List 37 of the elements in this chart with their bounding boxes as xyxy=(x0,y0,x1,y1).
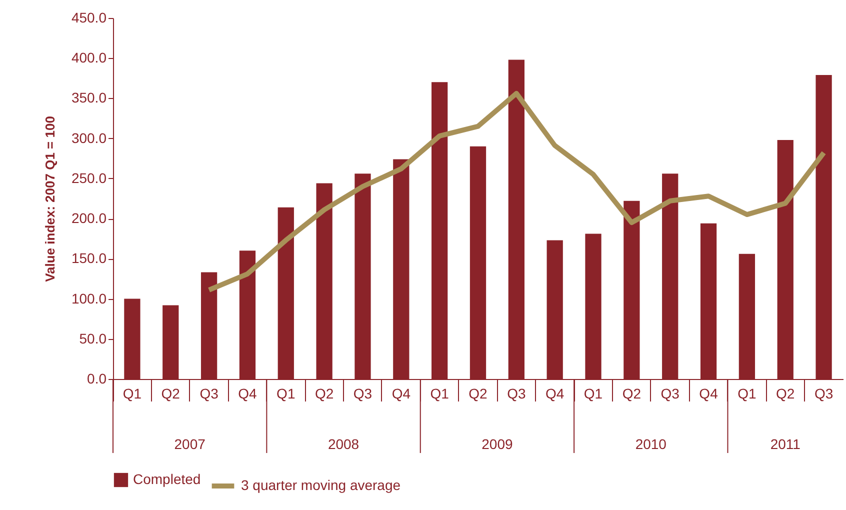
x-tick-label: Q3 xyxy=(353,386,372,402)
y-tick-label: 200.0 xyxy=(71,210,107,226)
x-tick-label: Q4 xyxy=(238,386,258,402)
x-tick-label: Q2 xyxy=(468,386,488,402)
y-axis-title: Value index: 2007 Q1 = 100 xyxy=(42,116,58,282)
text: 2011 xyxy=(770,436,801,452)
y-tick-label: 150.0 xyxy=(71,250,107,266)
y-tick-label: 250.0 xyxy=(71,170,107,186)
x-tick-label: Q4 xyxy=(699,386,718,402)
x-tick-label: Q1 xyxy=(276,386,296,402)
y-tick-label: 400.0 xyxy=(71,50,107,66)
x-tick-label: Q3 xyxy=(200,386,219,402)
y-tick-label: 100.0 xyxy=(71,290,107,306)
text: 2007 xyxy=(174,436,206,452)
y-tick-label: 450.0 xyxy=(71,10,107,26)
text: 2010 xyxy=(635,436,667,452)
x-tick-label: Q2 xyxy=(314,386,334,402)
text: 2008 xyxy=(328,436,360,452)
x-tick-label: Q1 xyxy=(122,386,142,402)
y-tick-label: 350.0 xyxy=(71,90,107,106)
x-tick-label: Q3 xyxy=(660,386,680,402)
x-tick-label: Q4 xyxy=(546,386,564,402)
x-tick-label: Q1 xyxy=(430,386,450,402)
text: 2009 xyxy=(482,436,513,452)
y-tick-label: 0.0 xyxy=(87,370,107,386)
x-tick-label: Q2 xyxy=(161,386,180,402)
x-tick-label: Q3 xyxy=(814,386,834,402)
y-tick-label: 300.0 xyxy=(71,130,107,146)
x-tick-label: Q1 xyxy=(738,386,756,402)
legend-label: 3 quarter moving average xyxy=(241,477,401,493)
x-tick-label: Q4 xyxy=(392,386,411,402)
x-tick-label: Q2 xyxy=(622,386,642,402)
y-tick-label: 50.0 xyxy=(79,330,107,346)
x-tick-label: Q3 xyxy=(507,386,526,402)
x-tick-label: Q2 xyxy=(776,386,795,402)
x-tick-label: Q1 xyxy=(584,386,603,402)
legend-label: Completed xyxy=(133,471,201,487)
